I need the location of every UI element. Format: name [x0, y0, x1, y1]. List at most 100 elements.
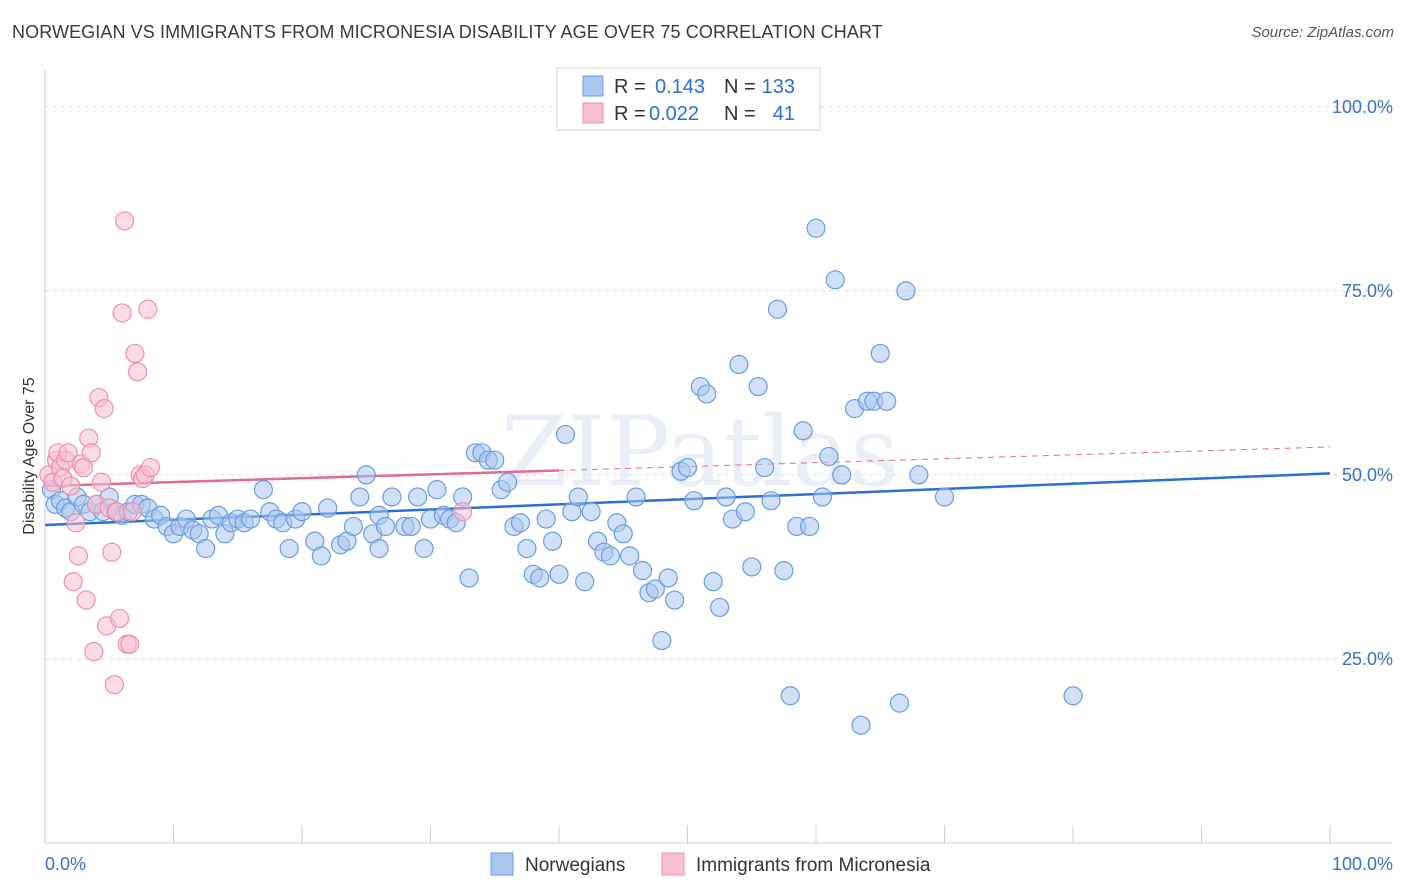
norwegian-point — [498, 472, 518, 492]
norwegian-point — [652, 630, 672, 651]
norwegian-point — [279, 538, 299, 559]
norwegian-point — [677, 457, 698, 478]
data-points — [39, 211, 1083, 735]
norwegian-point — [780, 686, 800, 706]
axes — [44, 70, 1392, 844]
norwegian-point — [799, 516, 820, 537]
legend-n-label-1: N = — [724, 76, 756, 98]
norwegian-point — [600, 546, 621, 566]
legend-r-label-1: R = — [614, 76, 646, 98]
norwegian-point — [793, 421, 813, 441]
micronesia-point — [61, 476, 81, 496]
trend-line-1 — [44, 469, 560, 488]
norwegian-point — [382, 487, 402, 507]
bottom-legend-swatch-micronesia — [661, 852, 685, 876]
norwegian-point — [485, 450, 505, 470]
legend-r-value-1: 0.143 — [655, 76, 705, 98]
norwegian-point — [716, 487, 736, 507]
micronesia-point — [453, 502, 473, 522]
micronesia-point — [109, 608, 130, 629]
norwegian-point — [517, 538, 537, 559]
norwegian-point — [742, 557, 762, 577]
tick-labels: 25.0% 50.0% 75.0% 100.0% 0.0% 100.0% — [45, 97, 1393, 874]
legend-swatch-norwegians — [582, 75, 604, 97]
norwegian-point — [369, 538, 389, 559]
norwegian-point — [729, 354, 749, 375]
legend-n-label-2: N = — [724, 103, 756, 125]
norwegian-point — [459, 568, 479, 588]
norwegian-point — [318, 498, 338, 518]
norwegian-point — [356, 465, 376, 485]
micronesia-point — [81, 443, 101, 463]
norwegian-point — [401, 516, 421, 537]
norwegian-point — [767, 299, 788, 319]
y-tick-label: 25.0% — [1342, 649, 1393, 669]
bottom-legend: Norwegians Immigrants from Micronesia — [490, 852, 931, 876]
norwegian-point — [697, 384, 717, 404]
norwegian-point — [568, 487, 588, 507]
norwegian-point — [575, 572, 595, 592]
norwegian-point — [761, 491, 781, 511]
micronesia-point — [91, 472, 112, 492]
y-axis-title: Disability Age Over 75 — [21, 377, 38, 535]
norwegian-point — [427, 480, 447, 500]
norwegian-point — [343, 516, 363, 537]
micronesia-point — [58, 443, 78, 463]
legend: R = 0.143 N = 133 R = 0.022 N = 41 — [556, 67, 821, 131]
norwegian-point — [253, 480, 274, 500]
grid-lines — [45, 106, 1392, 660]
norwegian-point — [626, 487, 646, 507]
norwegian-point — [549, 564, 569, 584]
norwegian-point — [555, 424, 576, 445]
norwegian-point — [877, 391, 897, 411]
norwegian-point — [510, 513, 531, 533]
norwegian-point — [825, 270, 845, 290]
norwegian-point — [613, 524, 633, 544]
norwegian-point — [735, 502, 755, 522]
bottom-legend-swatch-norwegians — [490, 852, 514, 876]
norwegian-point — [530, 568, 550, 588]
watermark: ZIPatlas — [501, 396, 899, 508]
micronesia-point — [94, 399, 114, 419]
norwegian-point — [703, 572, 723, 592]
norwegian-point — [536, 509, 556, 529]
norwegian-point — [542, 531, 563, 551]
norwegian-point — [1063, 686, 1083, 706]
norwegian-point — [375, 516, 396, 537]
chart-title: NORWEGIAN VS IMMIGRANTS FROM MICRONESIA … — [12, 22, 883, 42]
norwegian-point — [665, 590, 685, 610]
norwegian-point — [870, 343, 890, 364]
norwegian-point — [819, 446, 839, 467]
norwegian-point — [581, 502, 601, 522]
legend-n-value-2: 41 — [773, 103, 795, 125]
micronesia-point — [122, 502, 142, 522]
norwegian-point — [832, 465, 852, 485]
norwegian-point — [292, 502, 312, 522]
micronesia-point — [120, 634, 140, 654]
norwegian-point — [645, 579, 665, 599]
micronesia-point — [140, 457, 160, 478]
micronesia-point — [112, 303, 132, 323]
norwegian-point — [414, 538, 434, 559]
norwegian-point — [806, 218, 826, 238]
norwegian-point — [408, 487, 428, 507]
micronesia-point — [68, 546, 89, 566]
norwegian-point — [934, 487, 955, 507]
y-tick-label: 50.0% — [1342, 465, 1393, 485]
micronesia-point — [63, 572, 83, 592]
micronesia-point — [84, 641, 104, 662]
norwegian-point — [632, 561, 653, 581]
norwegian-point — [889, 693, 910, 713]
micronesia-point — [73, 457, 94, 478]
norwegian-point — [350, 487, 370, 507]
norwegian-point — [684, 491, 704, 511]
legend-r-value-2: 0.022 — [649, 103, 699, 125]
micronesia-point — [104, 675, 124, 695]
norwegian-point — [620, 546, 640, 566]
micronesia-point — [66, 513, 86, 533]
micronesia-point — [102, 542, 122, 562]
trend-line-extension-1 — [558, 446, 1331, 471]
bottom-legend-label-norwegians: Norwegians — [525, 855, 625, 876]
legend-swatch-micronesia — [582, 102, 604, 124]
